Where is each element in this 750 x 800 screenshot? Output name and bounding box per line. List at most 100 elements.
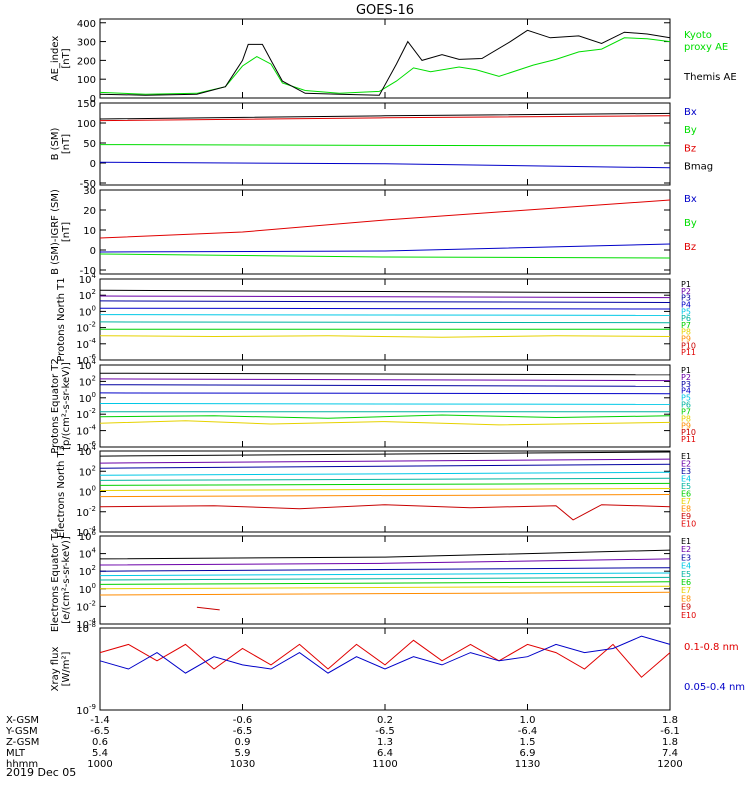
legend-entry: E8 (681, 505, 691, 514)
y-axis-label: Electrons North T3 (56, 445, 67, 538)
panel-8: 10-9 10-8 Xray flux[W/m²] 0.1-0.8 nm 0.05-0.… (50, 621, 745, 717)
series-line (99, 585, 671, 590)
series-line (99, 29, 671, 96)
series-line (99, 295, 671, 299)
series-line (99, 335, 671, 338)
series-line (99, 253, 671, 259)
y-tick-label: 10-2 (76, 407, 96, 421)
y-tick-label: 300 (77, 38, 96, 49)
series-line (99, 504, 671, 521)
legend-entry: P6 (681, 401, 691, 410)
panel-frame (99, 364, 671, 448)
y-tick-label: 104 (79, 547, 97, 561)
y-tick-label: 10-4 (76, 424, 96, 438)
series-line (99, 300, 671, 303)
legend-entry: P10 (681, 428, 696, 437)
series-line (99, 494, 671, 498)
x-axis-value: 0.2 (377, 715, 393, 726)
x-axis-value: 1130 (515, 759, 540, 770)
y-tick-label: 100 (79, 391, 96, 405)
x-axis-value: 1200 (657, 759, 682, 770)
legend-entry: Kyoto (684, 30, 712, 41)
y-tick-label: 200 (77, 56, 96, 67)
series-line (99, 378, 671, 382)
legend-entry: E9 (681, 512, 691, 521)
figure-title: GOES-16 (356, 3, 414, 18)
legend-entry: E2 (681, 545, 691, 554)
panel-5: 10-6 10-4 10-2 100 102 104 Protons Equator T2[… (50, 358, 696, 454)
y-tick-label: 10-4 (76, 617, 96, 631)
y-tick-label: 10-2 (76, 505, 96, 519)
panel-2: -50 0 50 100 150 B (SM)[nT] Bx By Bz Bmag (50, 99, 713, 190)
series-line (196, 606, 220, 611)
y-tick-label: 10-2 (76, 599, 96, 613)
x-axis-value: 1100 (372, 759, 397, 770)
legend-entry: P10 (681, 341, 696, 350)
legend-entry: E4 (681, 562, 691, 571)
y-tick-label: 100 (79, 485, 96, 499)
x-axis-value: 1.0 (520, 715, 536, 726)
y-axis-label: Protons Equator T2[p/(cm²-s-sr-keV)] (50, 358, 72, 454)
series-line (99, 403, 671, 405)
y-tick-label: 102 (79, 564, 96, 578)
series-line (99, 639, 671, 678)
legend-entry: E10 (681, 611, 696, 620)
series-line (99, 161, 671, 169)
panel-frame (99, 18, 671, 99)
x-axis-value: 7.4 (662, 748, 678, 759)
y-axis-label: B (SM)[nT] (50, 127, 72, 160)
y-axis-label: B (SM)-IGRF (SM)[nT] (50, 189, 72, 275)
y-tick-label: 0 (90, 159, 96, 170)
legend-entry: By (684, 218, 697, 229)
panel-7: 10-4 10-2 100 102 104 106 Electrons Equator T4… (50, 528, 696, 632)
series-line (99, 199, 671, 239)
x-axis-value: 1.8 (662, 737, 678, 748)
x-axis-row-label: hhmm (6, 759, 38, 770)
x-axis-value: 1030 (230, 759, 255, 770)
legend-entry: P7 (681, 321, 691, 330)
y-tick-label: 50 (83, 139, 96, 150)
series-line (99, 307, 671, 310)
x-axis-value: -6.4 (518, 726, 538, 737)
legend-entry: E10 (681, 520, 696, 529)
y-tick-label: 0 (90, 94, 96, 105)
y-tick-label: 10-2 (76, 321, 96, 335)
legend-entry: P7 (681, 407, 691, 416)
legend-entry: P4 (681, 387, 691, 396)
series-line (99, 458, 671, 464)
series-line (99, 567, 671, 572)
legend-entry: P4 (681, 300, 691, 309)
y-tick-label: 150 (77, 99, 96, 110)
panel-3: -10 0 10 20 30 B (SM)-IGRF (SM)[nT] Bx By Bz (50, 186, 697, 277)
legend-entry: Bz (684, 143, 696, 154)
y-tick-label: 100 (79, 304, 96, 318)
legend-entry: E8 (681, 594, 691, 603)
legend-entry: E6 (681, 490, 691, 499)
x-axis-value: 1.8 (662, 715, 678, 726)
legend-entry: P6 (681, 314, 691, 323)
x-axis-row-label: X-GSM (6, 715, 39, 726)
legend-entry: E3 (681, 553, 691, 562)
y-tick-label: 20 (83, 206, 96, 217)
legend-entry: Themis AE (683, 72, 737, 83)
series-line (99, 314, 671, 316)
y-axis-label: AE_index[nT] (50, 36, 72, 82)
legend-entry: Bx (684, 107, 697, 118)
y-axis-label: Xray flux[W/m²] (50, 647, 72, 692)
y-tick-label: 10-6 (76, 353, 96, 367)
legend-entry: P1 (681, 366, 691, 375)
series-line (99, 37, 671, 95)
x-axis-date: 2019 Dec 05 (6, 766, 76, 779)
legend-entry: E5 (681, 482, 691, 491)
x-axis-table: 2019 Dec 05 X-GSM -1.4 -0.6 0.2 1.0 1.8 Y-GSM -… (5, 715, 683, 779)
legend-entry: P9 (681, 335, 691, 344)
x-axis-value: -1.4 (90, 715, 110, 726)
x-axis-row-label: Y-GSM (5, 726, 38, 737)
series-line (99, 463, 671, 469)
series-line (99, 243, 671, 253)
legend-entry: P1 (681, 280, 691, 289)
legend-entry: E7 (681, 497, 691, 506)
